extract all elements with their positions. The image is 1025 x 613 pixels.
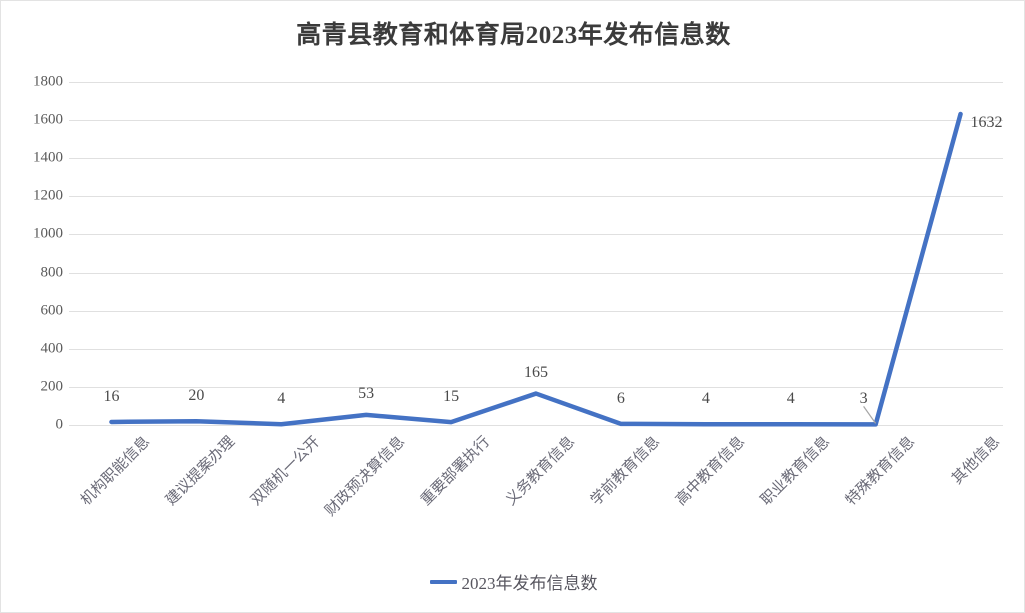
gridline	[69, 386, 1003, 388]
data-label: 4	[701, 390, 710, 408]
y-axis-tick: 1600	[33, 111, 63, 128]
data-label: 4	[786, 390, 795, 408]
y-axis-tick: 600	[40, 302, 64, 319]
gridline	[69, 272, 1003, 274]
gridline	[69, 348, 1003, 350]
gridline	[69, 120, 1003, 122]
chart-legend: 2023年发布信息数	[1, 569, 1024, 594]
x-axis-tick: 职业教育信息	[757, 433, 833, 509]
legend-entry-2023[interactable]: 2023年发布信息数	[429, 569, 598, 594]
x-axis-tick: 重要部署执行	[418, 433, 494, 509]
y-axis-tick: 1000	[33, 225, 63, 242]
data-label: 4	[277, 390, 286, 408]
gridline	[69, 310, 1003, 312]
data-label: 165	[524, 363, 548, 381]
gridline	[69, 196, 1003, 198]
y-axis-tick: 200	[40, 378, 64, 395]
y-axis-tick: 0	[55, 416, 64, 433]
legend-label: 2023年发布信息数	[461, 574, 598, 593]
data-label: 53	[358, 384, 375, 402]
x-axis-tick: 义务教育信息	[503, 433, 579, 509]
y-axis-tick-labels: 0 200 400 600 800 1000 1200 1400 1600 1800	[1, 74, 64, 433]
data-label: 20	[188, 387, 205, 405]
data-label: 6	[616, 389, 625, 407]
data-label: 1632	[970, 114, 1003, 131]
y-axis-tick: 800	[40, 264, 64, 281]
x-axis-tick: 财政预决算信息	[322, 433, 409, 520]
x-axis-tick: 机构职能信息	[78, 433, 154, 509]
gridline	[69, 82, 1003, 83]
x-axis-tick: 建议提案办理	[163, 433, 239, 509]
gridline	[69, 234, 1003, 236]
y-axis-tick: 1400	[33, 149, 63, 166]
y-axis-tick: 1200	[33, 187, 63, 204]
legend-line-swatch	[429, 579, 457, 584]
x-axis-tick: 学前教育信息	[588, 433, 664, 509]
data-label: 3	[859, 390, 868, 408]
x-axis-tick: 高中教育信息	[672, 433, 748, 509]
x-axis-tick: 其他信息	[948, 433, 1003, 488]
x-axis-tick-labels: 机构职能信息 建议提案办理 双随机一公开 财政预决算信息 重要部署执行 义务教育信息 学前教…	[1, 425, 1024, 555]
x-axis-tick: 特殊教育信息	[842, 433, 918, 509]
gridline	[69, 158, 1003, 160]
data-label: 15	[443, 388, 460, 406]
y-axis-tick: 400	[40, 340, 64, 357]
x-axis-tick: 双随机一公开	[248, 433, 324, 509]
chart-title: 高青县教育和体育局2023年发布信息数	[296, 22, 731, 49]
data-label: 16	[103, 387, 120, 405]
y-axis-tick: 1800	[33, 73, 63, 90]
